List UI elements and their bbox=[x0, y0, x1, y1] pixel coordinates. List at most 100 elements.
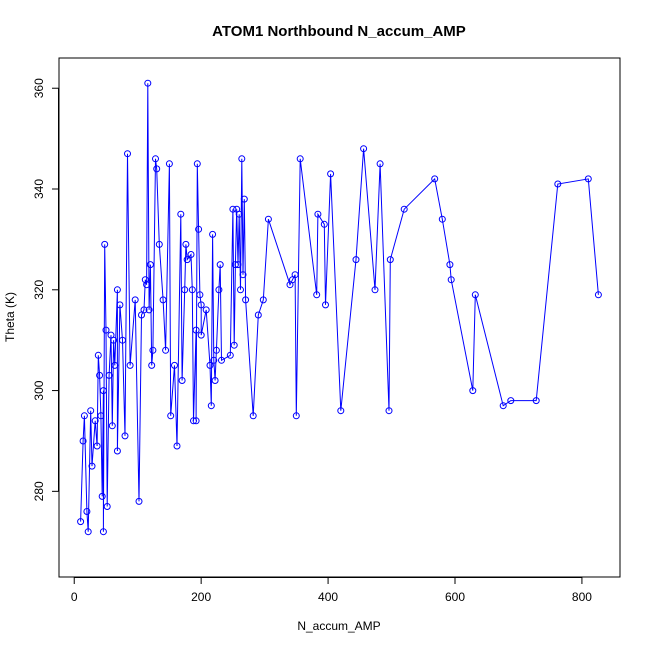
data-point bbox=[103, 503, 111, 510]
data-point bbox=[87, 407, 95, 415]
data-point bbox=[113, 447, 121, 455]
data-point bbox=[105, 371, 113, 379]
data-point bbox=[259, 296, 267, 304]
data-point bbox=[231, 261, 239, 269]
x-axis: 0 200 400 600 800 bbox=[71, 577, 592, 604]
data-point bbox=[322, 301, 329, 309]
data-point bbox=[110, 336, 118, 344]
data-point bbox=[148, 361, 156, 369]
data-point bbox=[320, 220, 328, 228]
y-tick-label: 300 bbox=[32, 380, 46, 400]
data-point bbox=[149, 346, 157, 354]
y-tick-label: 360 bbox=[32, 78, 46, 98]
data-point bbox=[376, 160, 384, 168]
data-point bbox=[167, 412, 175, 420]
x-tick-label: 800 bbox=[572, 590, 592, 604]
data-point bbox=[386, 256, 394, 264]
data-point bbox=[352, 256, 360, 264]
data-point bbox=[234, 261, 242, 269]
data-point bbox=[182, 240, 190, 248]
data-point bbox=[131, 296, 139, 304]
data-point bbox=[77, 518, 85, 526]
data-point bbox=[447, 276, 455, 284]
series-points-group bbox=[77, 79, 602, 536]
data-point bbox=[291, 271, 299, 279]
data-point bbox=[101, 240, 109, 248]
data-point bbox=[371, 286, 379, 294]
data-point bbox=[108, 422, 116, 430]
data-point bbox=[296, 155, 304, 163]
data-point bbox=[337, 407, 345, 415]
data-point bbox=[178, 377, 186, 384]
x-axis-label: N_accum_AMP bbox=[297, 619, 380, 633]
data-point bbox=[438, 215, 446, 223]
x-tick-label: 400 bbox=[318, 590, 338, 604]
data-point bbox=[218, 356, 225, 364]
data-point bbox=[235, 210, 243, 218]
data-point bbox=[177, 210, 185, 218]
data-point bbox=[159, 296, 167, 304]
data-point bbox=[187, 251, 195, 258]
data-point bbox=[207, 402, 215, 410]
y-tick-label: 280 bbox=[32, 481, 46, 501]
data-point bbox=[141, 276, 149, 284]
data-point bbox=[162, 346, 170, 354]
data-point bbox=[499, 402, 507, 410]
data-point bbox=[155, 240, 163, 248]
data-point bbox=[206, 361, 214, 369]
data-point bbox=[360, 145, 368, 153]
data-point bbox=[181, 286, 189, 294]
data-point bbox=[111, 361, 119, 369]
data-point bbox=[97, 412, 105, 420]
data-point bbox=[584, 175, 592, 183]
data-point bbox=[209, 230, 217, 238]
data-point bbox=[239, 271, 247, 279]
x-tick-label: 600 bbox=[445, 590, 465, 604]
data-point bbox=[471, 291, 479, 299]
data-point bbox=[240, 195, 248, 203]
data-point bbox=[145, 306, 153, 314]
data-point bbox=[91, 417, 99, 425]
data-point bbox=[116, 301, 124, 309]
data-point bbox=[532, 397, 540, 405]
data-point bbox=[121, 432, 129, 440]
data-point bbox=[94, 351, 102, 359]
data-point bbox=[197, 331, 205, 339]
data-point bbox=[193, 160, 201, 168]
data-point bbox=[143, 281, 151, 289]
data-point bbox=[79, 437, 87, 445]
data-point bbox=[211, 377, 219, 384]
data-point bbox=[594, 291, 602, 299]
data-point bbox=[93, 442, 101, 450]
data-point bbox=[230, 341, 238, 349]
x-tick-label: 200 bbox=[191, 590, 211, 604]
data-point bbox=[327, 170, 335, 178]
data-point bbox=[242, 296, 250, 304]
data-point bbox=[264, 215, 272, 223]
data-point bbox=[119, 336, 126, 344]
data-point bbox=[313, 291, 321, 299]
data-point bbox=[144, 79, 152, 87]
data-point bbox=[165, 160, 173, 168]
data-point bbox=[183, 256, 191, 264]
data-point bbox=[216, 261, 224, 269]
data-point bbox=[469, 387, 477, 395]
data-point bbox=[212, 346, 220, 354]
data-point bbox=[226, 351, 234, 359]
data-point bbox=[314, 210, 322, 218]
data-point bbox=[210, 356, 218, 364]
data-point bbox=[126, 361, 134, 369]
data-point bbox=[192, 326, 200, 334]
data-point bbox=[431, 175, 439, 183]
data-point bbox=[98, 492, 106, 500]
data-point bbox=[83, 508, 91, 515]
data-point bbox=[195, 225, 203, 233]
data-point bbox=[140, 306, 148, 314]
data-point bbox=[113, 286, 121, 294]
data-point bbox=[80, 412, 88, 420]
y-axis-label: Theta (K) bbox=[3, 292, 17, 342]
data-point bbox=[202, 306, 210, 314]
